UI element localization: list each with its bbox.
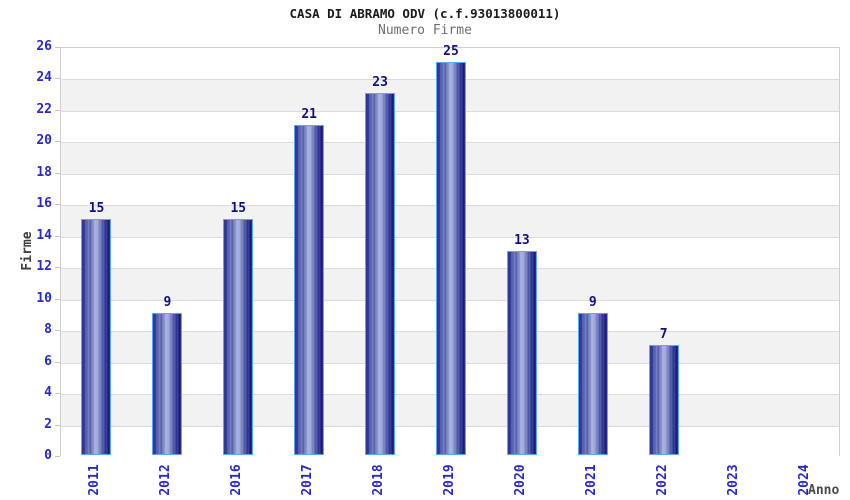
bar-value-label: 9 bbox=[163, 295, 172, 311]
y-tick-label: 2 bbox=[44, 416, 52, 432]
y-tick-mark bbox=[55, 299, 60, 300]
bar-value-label: 25 bbox=[443, 43, 459, 59]
x-tick-label: 2011 bbox=[87, 464, 103, 496]
y-tick-mark bbox=[55, 456, 60, 457]
y-tick-mark bbox=[55, 362, 60, 363]
y-tick-mark bbox=[55, 173, 60, 174]
bar bbox=[152, 313, 183, 455]
x-tick-label: 2022 bbox=[654, 464, 670, 496]
x-tick-label: 2020 bbox=[512, 464, 528, 496]
y-tick-mark bbox=[55, 330, 60, 331]
y-tick-label: 8 bbox=[44, 322, 52, 338]
bar bbox=[365, 93, 396, 455]
x-tick-label: 2019 bbox=[442, 464, 457, 496]
y-tick-label: 12 bbox=[36, 259, 52, 275]
x-tick-label: 2016 bbox=[229, 464, 245, 496]
y-tick-label: 10 bbox=[36, 290, 52, 306]
y-tick-label: 24 bbox=[36, 70, 52, 86]
y-tick-mark bbox=[55, 47, 60, 48]
x-tick-label: 2012 bbox=[158, 464, 174, 496]
y-tick-label: 0 bbox=[44, 448, 52, 463]
y-tick-label: 16 bbox=[36, 196, 52, 212]
y-tick-mark bbox=[55, 110, 60, 111]
y-tick-label: 20 bbox=[36, 133, 52, 149]
y-tick-mark bbox=[55, 393, 60, 394]
y-tick-label: 6 bbox=[44, 353, 52, 369]
bar bbox=[648, 344, 679, 455]
bar bbox=[577, 313, 608, 455]
y-tick-label: 22 bbox=[36, 101, 52, 117]
bar-value-label: 15 bbox=[88, 201, 105, 217]
y-tick-mark bbox=[55, 78, 60, 79]
chart-title: CASA DI ABRAMO ODV (c.f.93013800011) bbox=[289, 6, 561, 21]
y-tick-mark bbox=[55, 141, 60, 142]
bar bbox=[436, 61, 466, 455]
bar bbox=[81, 219, 112, 455]
plot-area: 15 9 15 21 23 25 13 9 7 bbox=[60, 43, 840, 457]
bar bbox=[294, 124, 325, 455]
y-tick-label: 14 bbox=[36, 227, 52, 243]
x-tick-label: 2021 bbox=[583, 464, 599, 496]
y-tick-mark bbox=[55, 204, 60, 205]
y-tick-label: 18 bbox=[36, 164, 52, 180]
y-tick-mark bbox=[55, 425, 60, 426]
y-tick-mark bbox=[55, 267, 60, 268]
x-tick-label: 2023 bbox=[725, 464, 741, 496]
x-tick-label: 2024 bbox=[796, 464, 812, 496]
y-tick-mark bbox=[55, 236, 60, 237]
bar-value-label: 13 bbox=[514, 232, 530, 248]
bar-value-label: 9 bbox=[588, 295, 597, 311]
bar-value-label: 23 bbox=[372, 75, 388, 91]
y-tick-label: 4 bbox=[44, 385, 52, 401]
x-axis-title: Anno bbox=[808, 483, 840, 498]
x-tick-label: 2017 bbox=[300, 464, 316, 496]
y-tick-label: 26 bbox=[36, 39, 52, 54]
bar-value-label: 15 bbox=[230, 201, 247, 217]
chart-subtitle: Numero Firme bbox=[378, 23, 472, 38]
bar-value-label: 7 bbox=[659, 326, 668, 342]
bar bbox=[506, 250, 537, 455]
x-tick-label: 2018 bbox=[371, 464, 387, 496]
bar-value-label: 21 bbox=[301, 106, 317, 122]
bar bbox=[223, 219, 254, 455]
